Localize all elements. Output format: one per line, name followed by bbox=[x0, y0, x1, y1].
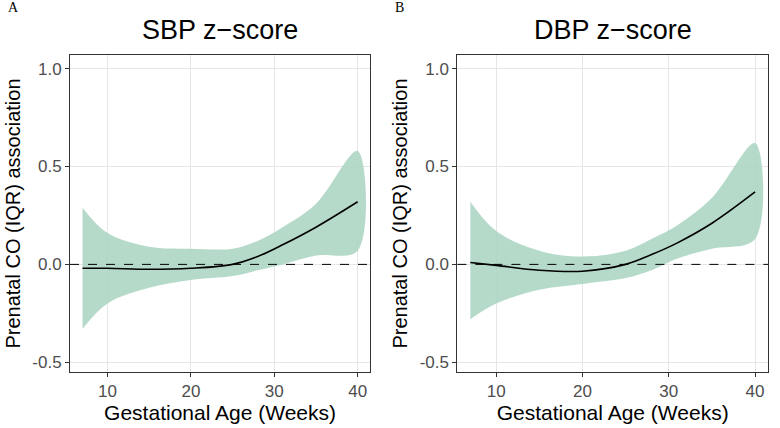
svg-text:Prenatal CO (IQR) association: Prenatal CO (IQR) association bbox=[2, 78, 24, 348]
svg-text:10: 10 bbox=[487, 382, 506, 401]
svg-text:SBP z−score: SBP z−score bbox=[142, 15, 298, 45]
svg-text:-0.5: -0.5 bbox=[420, 353, 449, 372]
svg-text:0.0: 0.0 bbox=[425, 255, 449, 274]
svg-text:1.0: 1.0 bbox=[38, 60, 62, 79]
svg-text:40: 40 bbox=[348, 382, 367, 401]
svg-text:Gestational Age (Weeks): Gestational Age (Weeks) bbox=[104, 401, 336, 424]
svg-text:30: 30 bbox=[659, 382, 678, 401]
svg-text:B: B bbox=[395, 0, 404, 15]
svg-text:30: 30 bbox=[265, 382, 284, 401]
svg-text:20: 20 bbox=[573, 382, 592, 401]
svg-text:1.0: 1.0 bbox=[425, 60, 449, 79]
svg-text:10: 10 bbox=[98, 382, 117, 401]
svg-text:0.5: 0.5 bbox=[425, 157, 449, 176]
svg-text:A: A bbox=[8, 0, 19, 15]
svg-text:DBP z−score: DBP z−score bbox=[534, 15, 692, 45]
svg-text:Gestational Age (Weeks): Gestational Age (Weeks) bbox=[497, 401, 729, 424]
svg-text:0.0: 0.0 bbox=[38, 255, 62, 274]
svg-text:0.5: 0.5 bbox=[38, 157, 62, 176]
svg-text:-0.5: -0.5 bbox=[32, 353, 61, 372]
svg-text:40: 40 bbox=[746, 382, 765, 401]
svg-text:20: 20 bbox=[181, 382, 200, 401]
svg-text:Prenatal CO (IQR) association: Prenatal CO (IQR) association bbox=[389, 78, 411, 348]
